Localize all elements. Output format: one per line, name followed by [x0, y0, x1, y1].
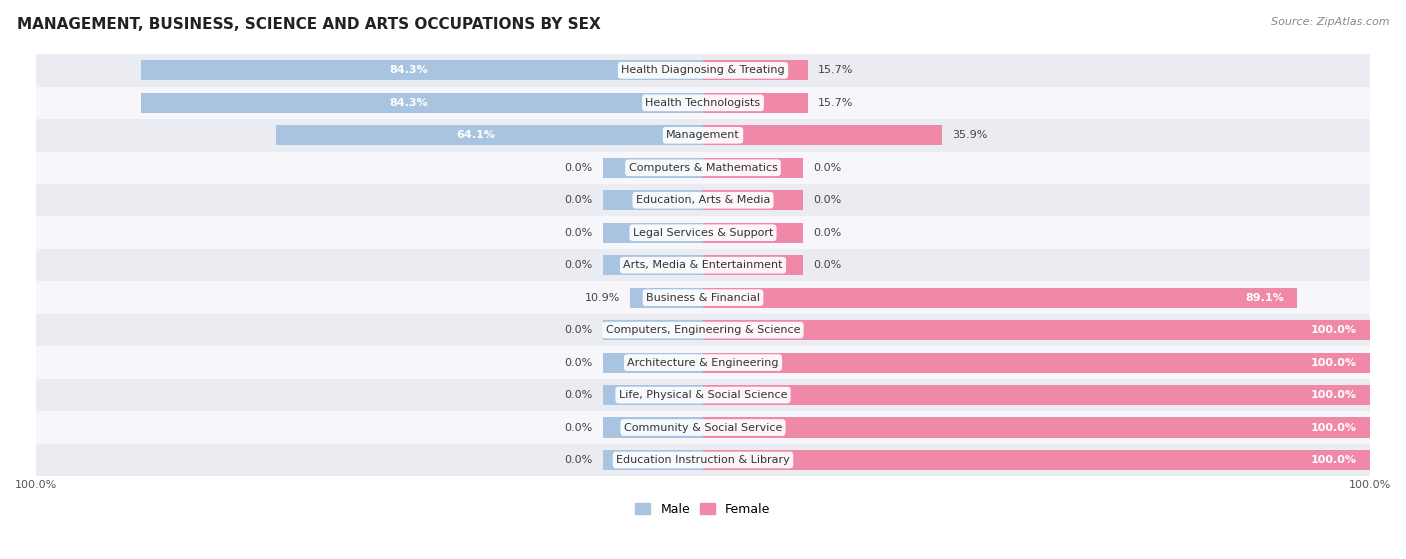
Text: 84.3%: 84.3% [389, 65, 427, 75]
Text: 64.1%: 64.1% [457, 130, 495, 140]
Bar [603, 190, 703, 210]
Bar [37, 314, 1369, 347]
Text: 100.0%: 100.0% [1310, 358, 1357, 368]
Text: Source: ZipAtlas.com: Source: ZipAtlas.com [1271, 17, 1389, 27]
Bar [703, 125, 942, 145]
Bar [37, 54, 1369, 87]
Bar [141, 93, 703, 113]
Text: Computers, Engineering & Science: Computers, Engineering & Science [606, 325, 800, 335]
Text: 0.0%: 0.0% [813, 260, 841, 270]
Text: Life, Physical & Social Science: Life, Physical & Social Science [619, 390, 787, 400]
Text: 0.0%: 0.0% [565, 260, 593, 270]
Bar [703, 190, 803, 210]
Bar [703, 60, 807, 80]
Text: 100.0%: 100.0% [1310, 325, 1357, 335]
Bar [703, 93, 807, 113]
Text: 0.0%: 0.0% [565, 390, 593, 400]
Bar [703, 418, 1369, 438]
Text: 0.0%: 0.0% [813, 228, 841, 238]
Bar [37, 87, 1369, 119]
Text: Education, Arts & Media: Education, Arts & Media [636, 195, 770, 205]
Bar [703, 287, 1298, 307]
Text: Health Technologists: Health Technologists [645, 98, 761, 108]
Bar [37, 151, 1369, 184]
Text: Health Diagnosing & Treating: Health Diagnosing & Treating [621, 65, 785, 75]
Bar [703, 320, 1369, 340]
Bar [37, 184, 1369, 216]
Text: 0.0%: 0.0% [565, 163, 593, 173]
Bar [37, 249, 1369, 281]
Text: Business & Financial: Business & Financial [645, 293, 761, 302]
Text: 15.7%: 15.7% [818, 65, 853, 75]
Text: 35.9%: 35.9% [952, 130, 988, 140]
Bar [37, 119, 1369, 151]
Text: 0.0%: 0.0% [565, 228, 593, 238]
Bar [603, 418, 703, 438]
Text: 0.0%: 0.0% [813, 163, 841, 173]
Text: Management: Management [666, 130, 740, 140]
Text: 0.0%: 0.0% [565, 325, 593, 335]
Text: 10.9%: 10.9% [585, 293, 620, 302]
Bar [37, 281, 1369, 314]
Bar [703, 385, 1369, 405]
Text: 0.0%: 0.0% [565, 423, 593, 433]
Text: 0.0%: 0.0% [565, 195, 593, 205]
Bar [603, 158, 703, 178]
Text: 0.0%: 0.0% [565, 358, 593, 368]
Bar [37, 411, 1369, 444]
Bar [603, 353, 703, 373]
Bar [37, 347, 1369, 379]
Text: MANAGEMENT, BUSINESS, SCIENCE AND ARTS OCCUPATIONS BY SEX: MANAGEMENT, BUSINESS, SCIENCE AND ARTS O… [17, 17, 600, 32]
Bar [630, 287, 703, 307]
Text: 0.0%: 0.0% [565, 455, 593, 465]
Bar [603, 320, 703, 340]
Text: 0.0%: 0.0% [813, 195, 841, 205]
Text: Arts, Media & Entertainment: Arts, Media & Entertainment [623, 260, 783, 270]
Bar [603, 222, 703, 243]
Bar [37, 216, 1369, 249]
Text: 100.0%: 100.0% [1310, 390, 1357, 400]
Bar [276, 125, 703, 145]
Bar [703, 353, 1369, 373]
Bar [703, 450, 1369, 470]
Bar [37, 379, 1369, 411]
Text: 15.7%: 15.7% [818, 98, 853, 108]
Text: 89.1%: 89.1% [1246, 293, 1284, 302]
Legend: Male, Female: Male, Female [630, 498, 776, 520]
Bar [603, 385, 703, 405]
Text: 100.0%: 100.0% [1310, 455, 1357, 465]
Bar [37, 444, 1369, 476]
Bar [141, 60, 703, 80]
Text: Education Instruction & Library: Education Instruction & Library [616, 455, 790, 465]
Bar [703, 222, 803, 243]
Text: Computers & Mathematics: Computers & Mathematics [628, 163, 778, 173]
Text: Community & Social Service: Community & Social Service [624, 423, 782, 433]
Bar [603, 255, 703, 275]
Text: Legal Services & Support: Legal Services & Support [633, 228, 773, 238]
Text: 84.3%: 84.3% [389, 98, 427, 108]
Text: Architecture & Engineering: Architecture & Engineering [627, 358, 779, 368]
Text: 100.0%: 100.0% [1310, 423, 1357, 433]
Bar [603, 450, 703, 470]
Bar [703, 158, 803, 178]
Bar [703, 255, 803, 275]
